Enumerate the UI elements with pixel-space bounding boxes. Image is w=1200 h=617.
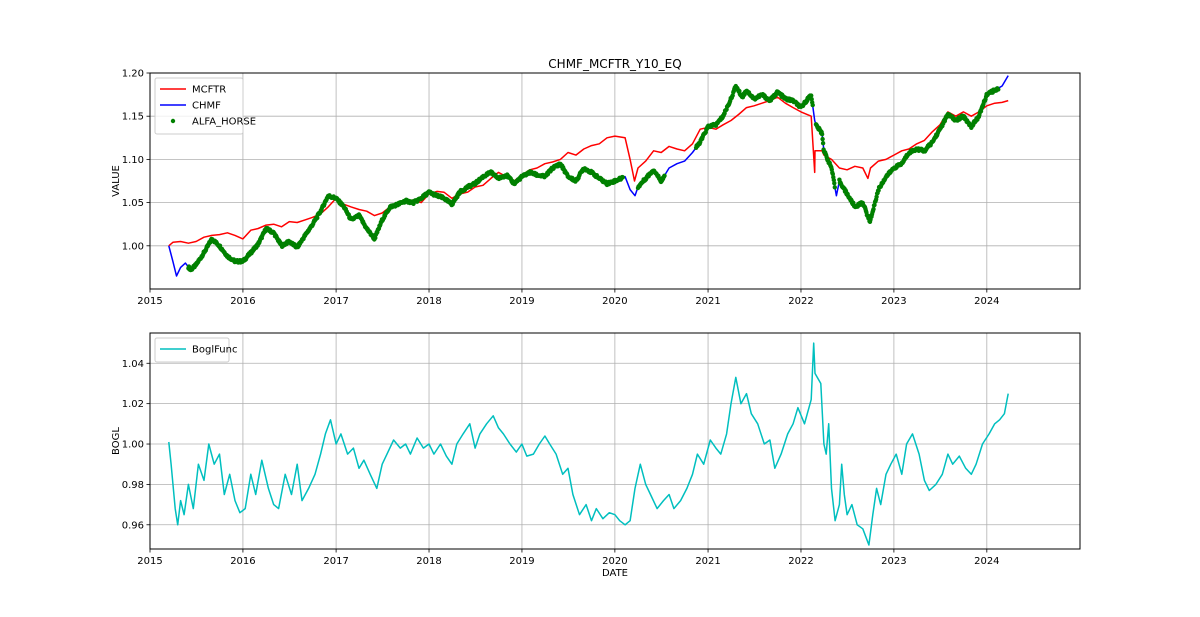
y-tick-label: 1.15 xyxy=(122,112,144,123)
chart-bogl: BOGL DATE 2015 2016 2017 2018 2019 2020 2021 20… xyxy=(111,332,1081,579)
legend-box xyxy=(154,77,244,135)
legend: BoglFunc xyxy=(154,337,237,363)
alfa-horse-point xyxy=(832,181,837,186)
x-tick-label: 2016 xyxy=(230,556,255,567)
alfa-horse-point xyxy=(820,141,826,146)
y-axis-ticks: 0.96 0.98 1.00 1.02 1.04 xyxy=(122,359,150,531)
alfa-horse-point xyxy=(996,87,1001,92)
x-axis-ticks: 2015 2016 2017 2018 2019 2020 2021 2022 2023 2024 xyxy=(137,289,1000,307)
x-tick-label: 2023 xyxy=(881,556,906,567)
legend-box xyxy=(154,337,230,363)
y-tick-label: 1.20 xyxy=(122,69,144,80)
alfa-horse-point xyxy=(871,206,876,212)
y-axis-ticks: 1.00 1.05 1.10 1.15 1.20 xyxy=(122,69,150,252)
x-tick-label: 2017 xyxy=(323,556,348,567)
alfa-horse-point xyxy=(820,136,825,142)
x-tick-label: 2015 xyxy=(137,296,162,307)
legend-label: MCFTR xyxy=(192,85,226,96)
legend: MCFTR CHMF ALFA_HORSE xyxy=(154,77,256,135)
x-tick-label: 2016 xyxy=(230,296,255,307)
alfa-horse-point xyxy=(832,185,837,190)
x-tick-label: 2021 xyxy=(695,556,720,567)
legend-item: BoglFunc xyxy=(160,345,237,356)
y-tick-label: 1.02 xyxy=(122,399,144,410)
y-tick-label: 0.98 xyxy=(122,480,144,491)
x-axis-ticks: 2015 2016 2017 2018 2019 2020 2021 2022 2023 2024 xyxy=(137,549,1000,567)
x-tick-label: 2020 xyxy=(602,556,627,567)
x-tick-label: 2020 xyxy=(602,296,627,307)
y-tick-label: 0.96 xyxy=(122,520,144,531)
legend-marker xyxy=(170,118,176,124)
y-tick-label: 1.00 xyxy=(122,241,144,252)
legend-label: BoglFunc xyxy=(192,345,237,356)
series-line-mcftr xyxy=(168,96,1009,247)
chart-title: CHMF_MCFTR_Y10_EQ xyxy=(548,57,681,71)
x-tick-label: 2023 xyxy=(881,296,906,307)
x-tick-label: 2021 xyxy=(695,296,720,307)
legend-item: ALFA_HORSE xyxy=(170,117,256,128)
series-line-boglfunc xyxy=(168,342,1009,546)
legend-item: CHMF xyxy=(160,101,221,112)
x-tick-label: 2018 xyxy=(416,556,441,567)
alfa-horse-point xyxy=(662,173,667,178)
axes-frame xyxy=(149,332,1081,550)
x-tick-label: 2015 xyxy=(137,556,162,567)
legend-item: MCFTR xyxy=(160,85,226,96)
legend-label: CHMF xyxy=(192,101,221,112)
chart-value: CHMF_MCFTR_Y10_EQ VALUE 2015 2016 2017 2018… xyxy=(111,57,1081,307)
y-axis-label: VALUE xyxy=(111,165,122,197)
x-tick-label: 2024 xyxy=(974,296,999,307)
x-axis-label: DATE xyxy=(602,568,628,579)
alfa-horse-point xyxy=(620,175,625,180)
alfa-horse-point xyxy=(810,102,815,108)
x-tick-label: 2019 xyxy=(509,296,534,307)
alfa-horse-point xyxy=(874,194,879,199)
alfa-horse-point xyxy=(819,132,825,137)
plot-area xyxy=(168,342,1009,546)
alfa-horse-point xyxy=(315,215,320,221)
legend-label: ALFA_HORSE xyxy=(192,117,256,128)
alfa-horse-point xyxy=(809,93,814,98)
y-tick-label: 1.10 xyxy=(122,155,144,166)
x-tick-label: 2024 xyxy=(974,556,999,567)
axes-frame xyxy=(149,72,1081,290)
y-tick-label: 1.00 xyxy=(122,440,144,451)
x-tick-label: 2022 xyxy=(788,556,813,567)
x-tick-label: 2022 xyxy=(788,296,813,307)
y-tick-label: 1.05 xyxy=(122,198,144,209)
x-tick-label: 2019 xyxy=(509,556,534,567)
y-axis-label: BOGL xyxy=(111,427,122,455)
x-tick-label: 2018 xyxy=(416,296,441,307)
plot-area xyxy=(168,75,1009,277)
series-dots-alfa_horse xyxy=(186,83,1001,273)
x-tick-label: 2017 xyxy=(323,296,348,307)
y-tick-label: 1.04 xyxy=(122,359,144,370)
